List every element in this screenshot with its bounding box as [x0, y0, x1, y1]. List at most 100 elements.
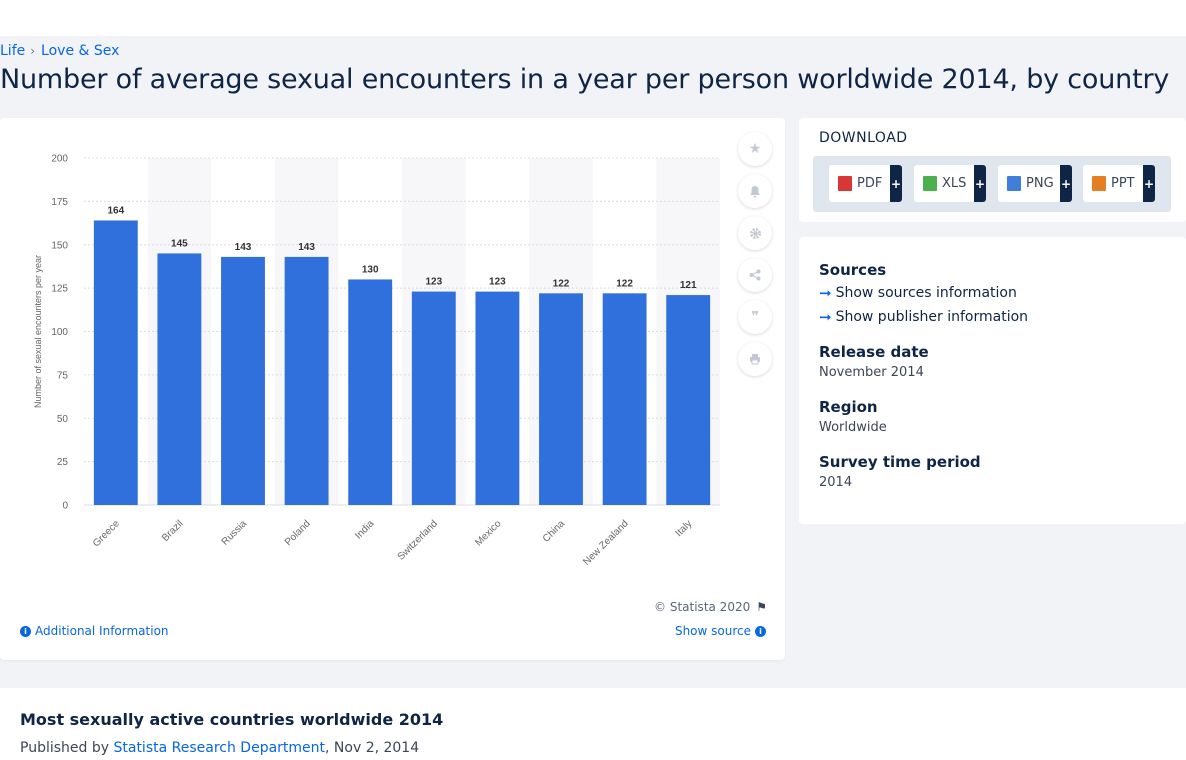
- x-tick-label: Switzerland: [396, 518, 440, 562]
- chart-tools: ★ ❞: [738, 132, 772, 384]
- bar: [603, 293, 647, 505]
- published-by-label: Published by: [20, 740, 113, 756]
- data-label: 164: [107, 205, 124, 216]
- survey-period-heading: Survey time period: [819, 453, 981, 471]
- bar: [285, 257, 329, 505]
- xls-file-icon: [923, 176, 937, 191]
- breadcrumb-item-life[interactable]: Life: [0, 43, 25, 59]
- download-card: DOWNLOAD PDF + XLS + PNG + PPT +: [799, 118, 1186, 222]
- show-source-link[interactable]: Show source i: [675, 624, 766, 638]
- bar: [539, 293, 583, 505]
- x-tick-label: Russia: [220, 518, 250, 548]
- breadcrumb: Life › Love & Sex: [0, 43, 119, 59]
- bar: [412, 292, 456, 505]
- data-label: 122: [553, 278, 570, 289]
- y-tick-label: 0: [62, 501, 68, 512]
- y-axis-label: Number of sexual encounters per year: [33, 255, 43, 408]
- show-sources-label: Show sources information: [836, 285, 1017, 301]
- download-title: DOWNLOAD: [819, 130, 908, 146]
- download-pdf-button[interactable]: PDF +: [829, 165, 902, 202]
- y-tick-label: 150: [51, 240, 68, 251]
- x-tick-label: Mexico: [473, 518, 503, 548]
- quote-icon[interactable]: ❞: [738, 300, 772, 334]
- ppt-file-icon: [1092, 176, 1106, 191]
- meta-card: Sources ➞ Show sources information ➞ Sho…: [799, 237, 1186, 524]
- download-png-label: PNG: [1026, 176, 1060, 191]
- additional-information-link[interactable]: i Additional Information: [20, 624, 169, 638]
- breadcrumb-item-love-sex[interactable]: Love & Sex: [41, 43, 119, 59]
- additional-information-label: Additional Information: [35, 624, 169, 638]
- print-icon[interactable]: [738, 342, 772, 376]
- region-heading: Region: [819, 398, 878, 416]
- download-ppt-button[interactable]: PPT +: [1083, 165, 1155, 202]
- chart-card: 0 25 50 75 100 125 150 175 200 Number of sexual e…: [0, 118, 785, 660]
- data-label: 122: [616, 278, 633, 289]
- data-label: 123: [425, 277, 442, 288]
- release-date-value: November 2014: [819, 365, 924, 380]
- download-png-button[interactable]: PNG +: [998, 165, 1072, 202]
- flag-icon[interactable]: ⚑: [756, 600, 767, 614]
- x-tick-label: Greece: [91, 518, 122, 549]
- download-xls-button[interactable]: XLS +: [914, 165, 986, 202]
- survey-period-value: 2014: [819, 475, 852, 490]
- show-publisher-link[interactable]: ➞ Show publisher information: [819, 308, 1028, 326]
- download-xls-label: XLS: [942, 176, 974, 191]
- data-label: 143: [235, 242, 252, 253]
- show-sources-link[interactable]: ➞ Show sources information: [819, 284, 1017, 302]
- data-label: 145: [171, 238, 188, 249]
- bar-chart: 0 25 50 75 100 125 150 175 200 Number of sexual e…: [0, 118, 785, 588]
- chevron-right-icon: ›: [30, 44, 35, 58]
- x-tick-label: China: [541, 518, 568, 545]
- x-tick-label: Poland: [283, 518, 313, 548]
- download-ppt-label: PPT: [1111, 176, 1143, 191]
- share-icon[interactable]: [738, 258, 772, 292]
- x-tick-label: New Zealand: [581, 518, 630, 567]
- gear-icon[interactable]: [738, 216, 772, 250]
- related-statistic-card: Most sexually active countries worldwide…: [0, 688, 1186, 760]
- data-label: 130: [362, 264, 379, 275]
- x-tick-label: India: [353, 518, 376, 541]
- copyright: © Statista 2020 ⚑: [654, 600, 767, 614]
- y-tick-label: 200: [51, 154, 68, 165]
- png-file-icon: [1007, 176, 1021, 191]
- pdf-file-icon: [838, 176, 852, 191]
- x-tick-label: Italy: [674, 518, 695, 539]
- y-tick-label: 125: [51, 284, 68, 295]
- info-icon: i: [20, 626, 31, 637]
- plus-icon: +: [974, 165, 986, 202]
- publish-date: , Nov 2, 2014: [325, 740, 419, 756]
- y-tick-label: 175: [51, 197, 68, 208]
- bar: [666, 295, 710, 505]
- plus-icon: +: [890, 165, 902, 202]
- published-by-line: Published by Statista Research Departmen…: [20, 740, 419, 756]
- data-label: 121: [680, 280, 697, 291]
- star-icon[interactable]: ★: [738, 132, 772, 166]
- bar: [157, 253, 201, 505]
- bar: [94, 220, 138, 505]
- bar: [475, 292, 519, 505]
- show-source-label: Show source: [675, 624, 751, 638]
- info-icon: i: [755, 626, 766, 637]
- related-statistic-title[interactable]: Most sexually active countries worldwide…: [20, 710, 443, 729]
- y-tick-label: 25: [57, 457, 69, 468]
- sources-heading: Sources: [819, 261, 886, 279]
- download-pdf-label: PDF: [857, 176, 890, 191]
- download-bar: PDF + XLS + PNG + PPT +: [813, 156, 1171, 212]
- y-tick-label: 50: [57, 414, 69, 425]
- plus-icon: +: [1143, 165, 1155, 202]
- arrow-right-icon: ➞: [819, 284, 832, 302]
- y-tick-label: 75: [57, 370, 69, 381]
- top-bar: [0, 0, 1186, 36]
- bell-icon[interactable]: [738, 174, 772, 208]
- region-value: Worldwide: [819, 420, 887, 435]
- publisher-link[interactable]: Statista Research Department: [113, 740, 325, 756]
- x-tick-label: Brazil: [160, 518, 185, 543]
- release-date-heading: Release date: [819, 343, 929, 361]
- show-publisher-label: Show publisher information: [836, 309, 1028, 325]
- arrow-right-icon: ➞: [819, 308, 832, 326]
- data-label: 123: [489, 277, 506, 288]
- data-label: 143: [298, 242, 315, 253]
- bar: [221, 257, 265, 505]
- page-title: Number of average sexual encounters in a…: [0, 64, 1169, 95]
- y-tick-label: 100: [51, 327, 68, 338]
